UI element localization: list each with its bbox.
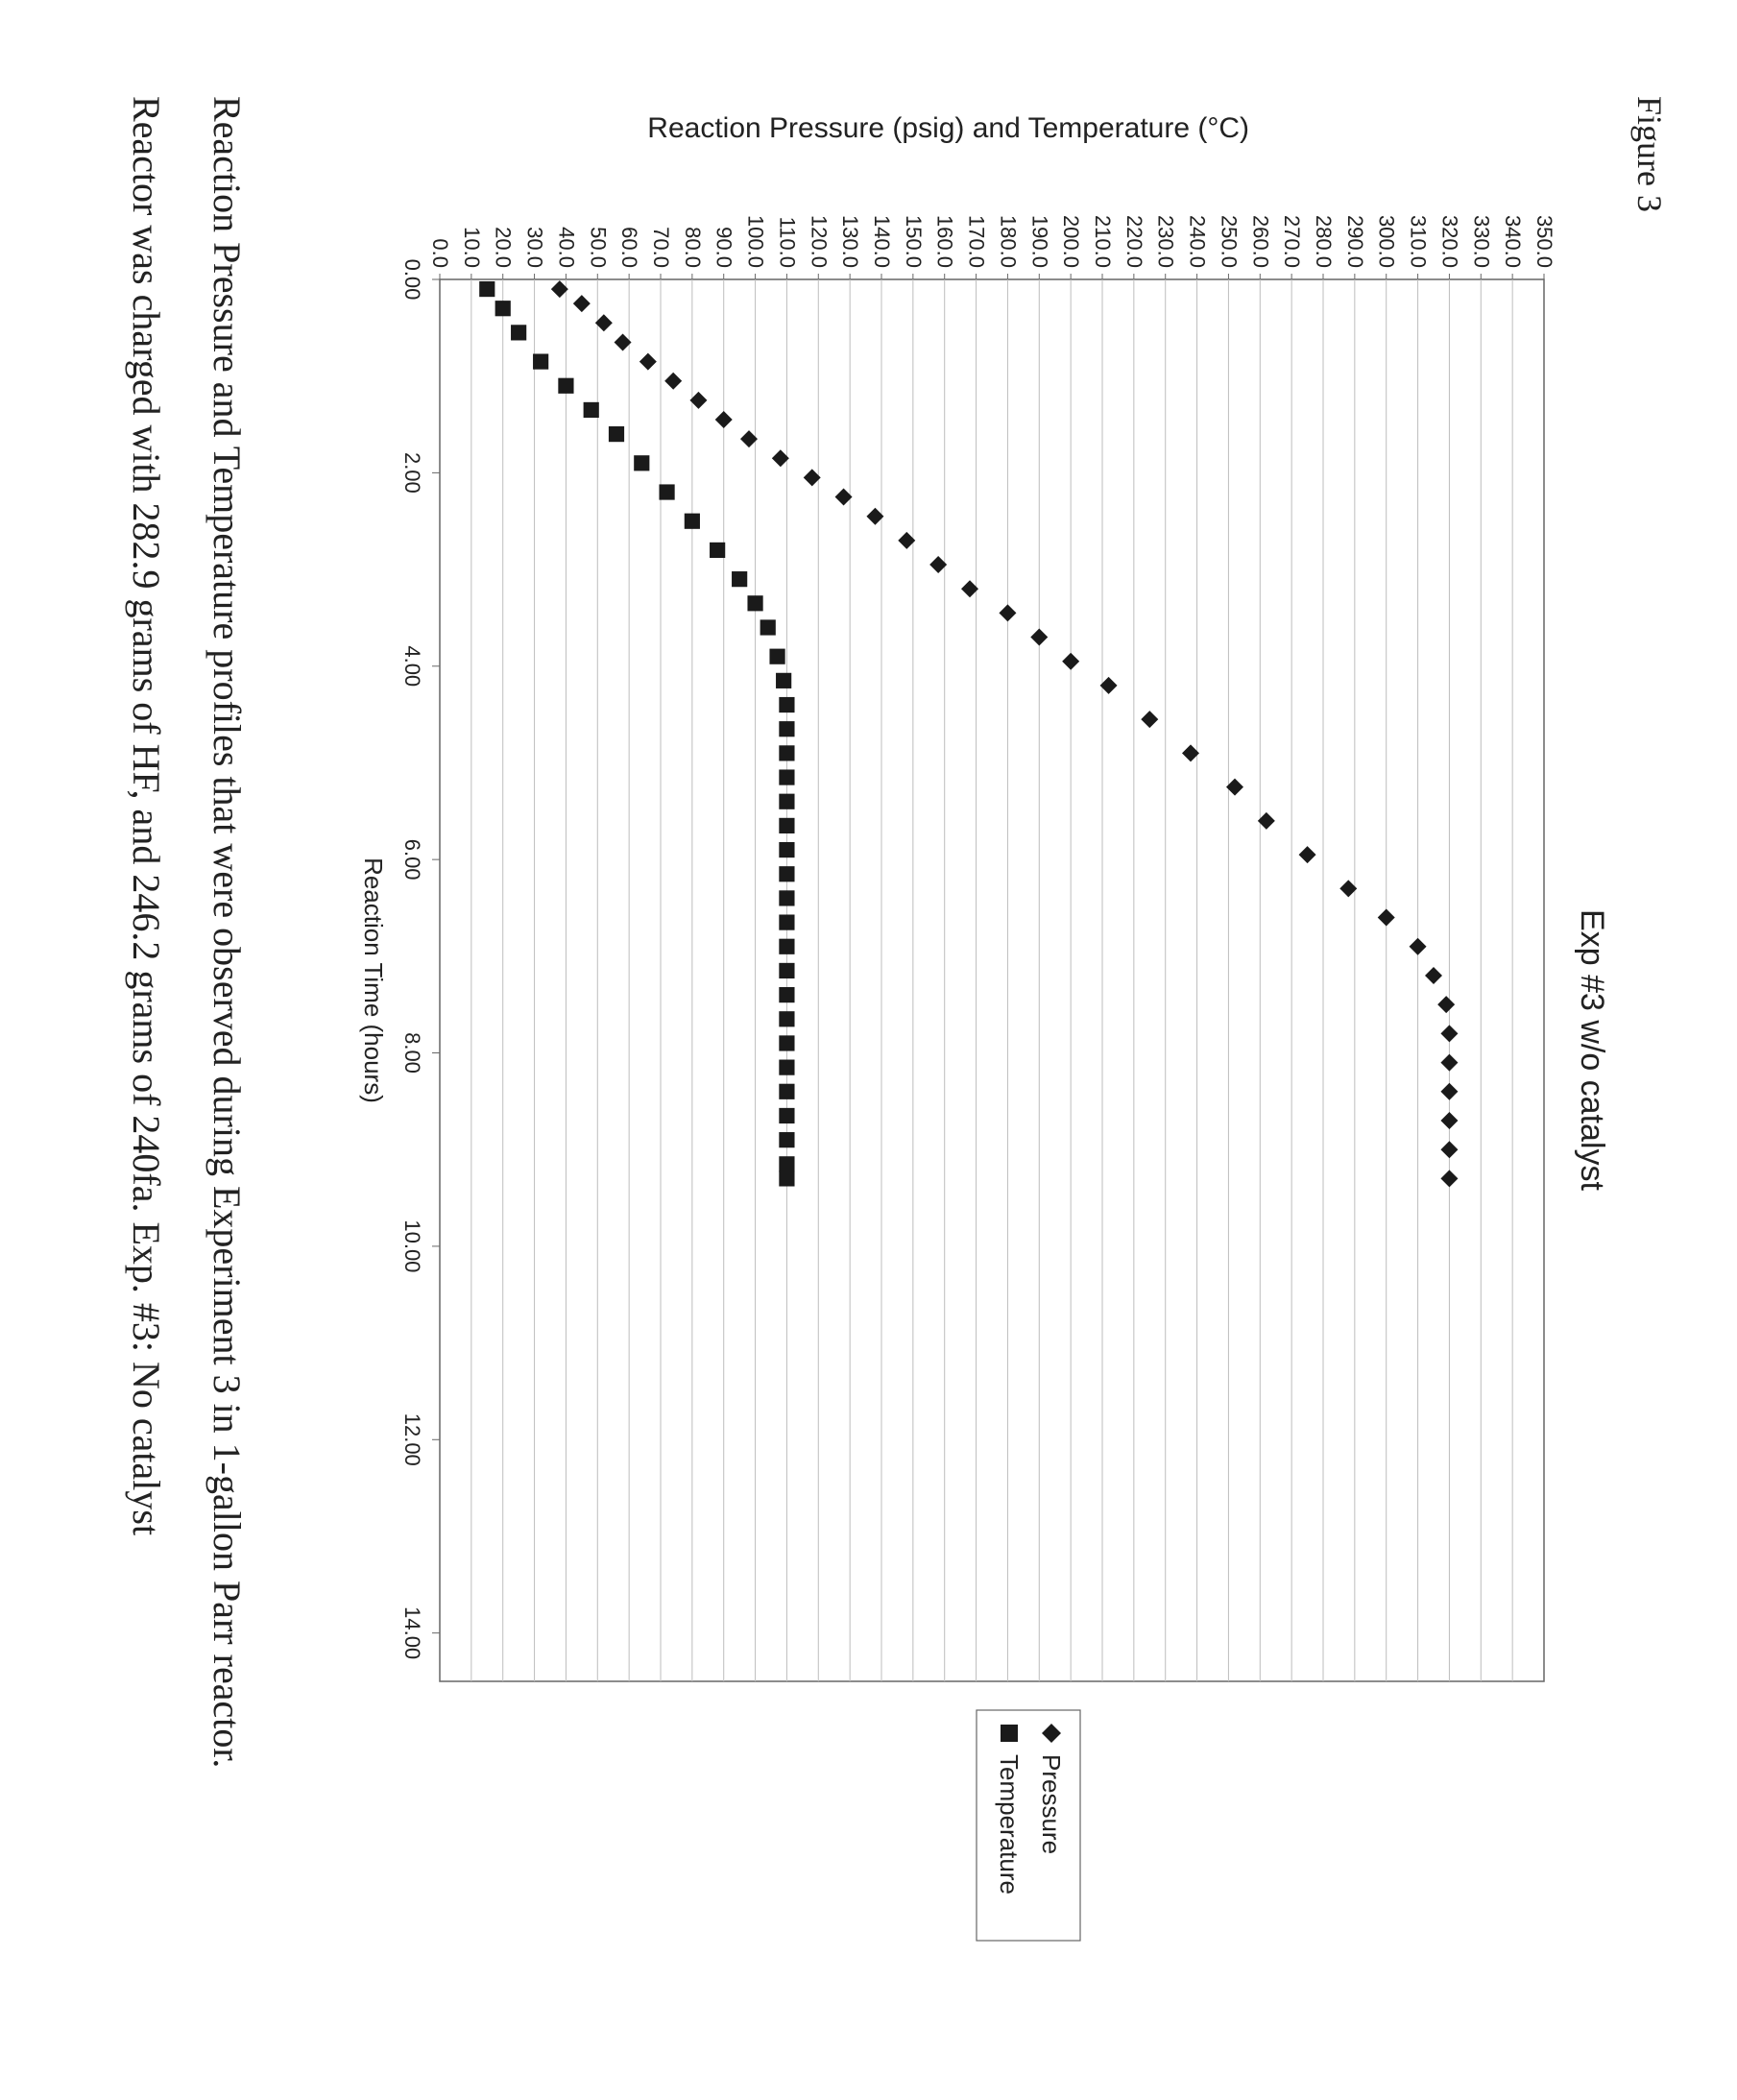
svg-text:0.00: 0.00 (400, 258, 424, 300)
svg-text:340.0: 340.0 (1501, 214, 1525, 267)
svg-text:60.0: 60.0 (617, 227, 641, 268)
svg-text:4.00: 4.00 (400, 645, 424, 687)
chart-container: Reaction Pressure (psig) and Temperature… (334, 106, 1563, 1975)
svg-text:290.0: 290.0 (1343, 214, 1367, 267)
svg-text:160.0: 160.0 (933, 214, 957, 267)
figure-caption: Reaction Pressure and Temperature profil… (106, 96, 267, 2004)
svg-text:80.0: 80.0 (681, 227, 705, 268)
scatter-chart: 0.0 10.0 20.0 30.0 40.0 50.0 60.0 70.0 80.0 90.0 1… (334, 164, 1563, 1969)
caption-line-2: Reactor was charged with 282.9 grams of … (125, 96, 168, 1535)
svg-text:12.00: 12.00 (400, 1412, 424, 1465)
caption-line-1: Reaction Pressure and Temperature profil… (205, 96, 249, 1768)
svg-text:240.0: 240.0 (1186, 214, 1210, 267)
svg-text:230.0: 230.0 (1154, 214, 1178, 267)
svg-text:190.0: 190.0 (1027, 214, 1051, 267)
svg-text:6.00: 6.00 (400, 838, 424, 880)
svg-text:130.0: 130.0 (838, 214, 862, 267)
svg-text:180.0: 180.0 (996, 214, 1020, 267)
svg-text:14.00: 14.00 (400, 1606, 424, 1659)
svg-text:Pressure: Pressure (1037, 1754, 1066, 1854)
svg-text:110.0: 110.0 (775, 216, 799, 267)
svg-text:2.00: 2.00 (400, 451, 424, 493)
figure-label: Figure 3 (1629, 96, 1670, 2014)
legend: Pressure Temperature (977, 1710, 1080, 1941)
svg-text:10.0: 10.0 (460, 227, 484, 268)
y-axis-label: Reaction Pressure (psig) and Temperature… (648, 112, 1250, 145)
svg-text:310.0: 310.0 (1407, 214, 1431, 267)
svg-text:300.0: 300.0 (1375, 214, 1399, 267)
chart-title: Exp #3 w/o catalyst (1573, 86, 1610, 2014)
svg-text:120.0: 120.0 (807, 214, 831, 267)
svg-text:270.0: 270.0 (1280, 214, 1304, 267)
svg-text:260.0: 260.0 (1248, 214, 1272, 267)
svg-text:40.0: 40.0 (554, 227, 578, 268)
svg-text:10.00: 10.00 (400, 1219, 424, 1272)
svg-text:30.0: 30.0 (523, 227, 547, 268)
svg-text:280.0: 280.0 (1312, 214, 1336, 267)
svg-text:100.0: 100.0 (744, 214, 768, 267)
svg-text:Temperature: Temperature (995, 1754, 1024, 1895)
svg-text:170.0: 170.0 (965, 214, 989, 267)
svg-text:70.0: 70.0 (649, 227, 673, 268)
svg-text:210.0: 210.0 (1091, 214, 1115, 267)
svg-text:Reaction Time (hours): Reaction Time (hours) (359, 857, 388, 1103)
svg-text:330.0: 330.0 (1469, 214, 1493, 267)
svg-text:250.0: 250.0 (1217, 214, 1241, 267)
svg-text:50.0: 50.0 (586, 227, 610, 268)
svg-text:200.0: 200.0 (1059, 214, 1083, 267)
svg-text:8.00: 8.00 (400, 1032, 424, 1074)
svg-text:140.0: 140.0 (870, 214, 894, 267)
svg-text:150.0: 150.0 (902, 214, 926, 267)
svg-text:320.0: 320.0 (1437, 214, 1461, 267)
svg-text:0.0: 0.0 (428, 238, 452, 268)
svg-text:350.0: 350.0 (1532, 214, 1556, 267)
svg-text:220.0: 220.0 (1122, 214, 1146, 267)
svg-text:90.0: 90.0 (712, 227, 736, 268)
svg-text:20.0: 20.0 (492, 227, 516, 268)
